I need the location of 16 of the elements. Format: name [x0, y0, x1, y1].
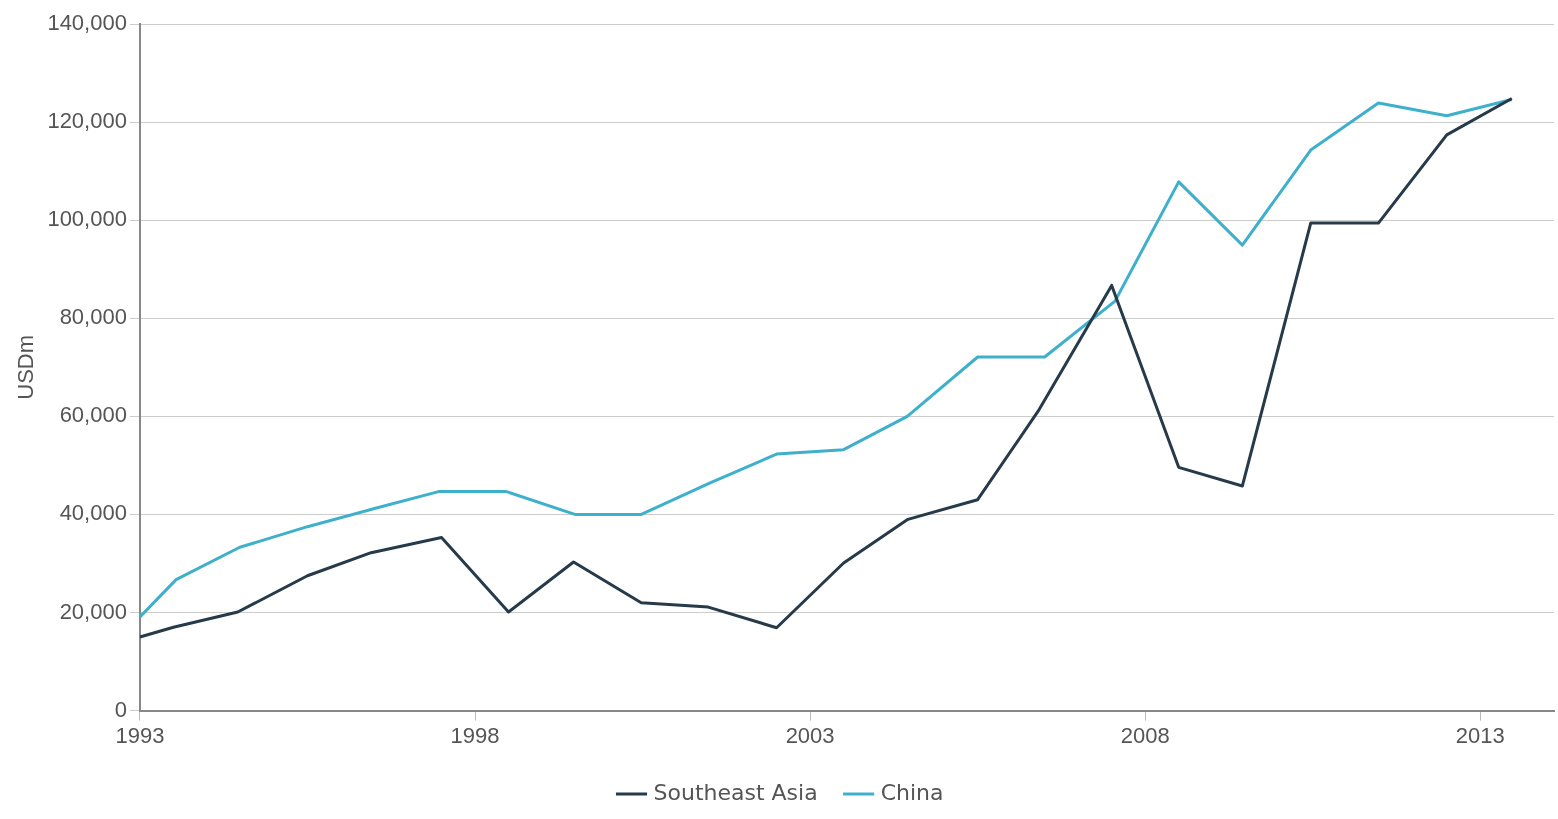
y-tick-label: 140,000 — [47, 10, 127, 36]
legend-label: China — [880, 779, 944, 805]
x-tick-label: 2013 — [1455, 722, 1505, 748]
x-tick-label: 1998 — [450, 722, 500, 748]
y-tick-label: 20,000 — [59, 598, 127, 624]
y-tick-label: 120,000 — [47, 108, 127, 134]
x-tick-label: 1993 — [115, 722, 165, 748]
y-tick-label: 0 — [114, 696, 127, 722]
y-tick-label: 80,000 — [59, 304, 127, 330]
y-axis-title: USDm — [13, 334, 39, 400]
y-tick-label: 40,000 — [59, 500, 127, 526]
y-tick-label: 100,000 — [47, 206, 127, 232]
x-tick-label: 2003 — [785, 722, 835, 748]
legend-label: Southeast Asia — [653, 779, 818, 805]
y-tick-label: 60,000 — [59, 402, 127, 428]
x-tick-label: 2008 — [1120, 722, 1170, 748]
